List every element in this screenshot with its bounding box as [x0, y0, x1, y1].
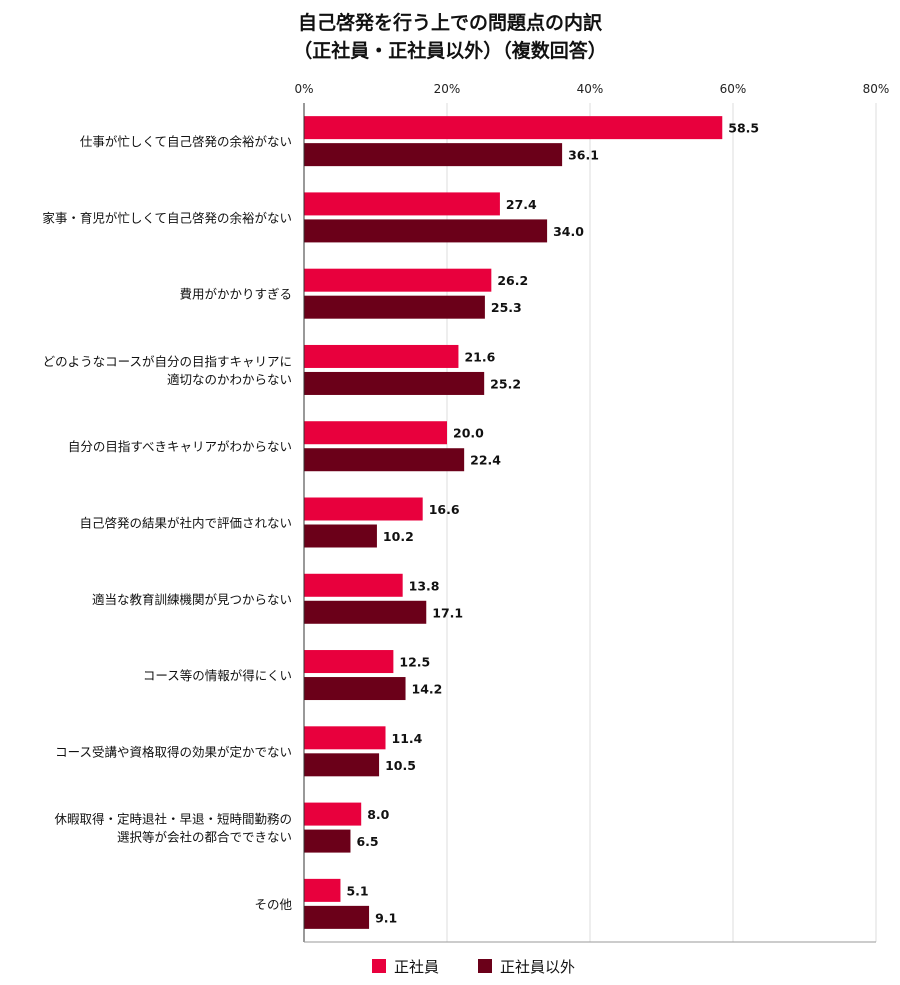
data-label: 11.4: [392, 731, 423, 746]
category-label: 費用がかかりすぎる: [179, 287, 292, 302]
bar-seishain-igai: [304, 524, 377, 548]
bar-seishain-igai: [304, 677, 406, 701]
category-label: その他: [254, 897, 292, 912]
category-label: 適切なのかわからない: [167, 372, 292, 387]
chart-subtitle: （正社員・正社員以外）（複数回答）: [293, 40, 607, 62]
bar-seishain-igai: [304, 295, 485, 319]
bar-seishain: [304, 116, 723, 140]
bar-seishain-igai: [304, 219, 548, 243]
data-label: 25.3: [491, 300, 522, 315]
x-tick-label: 40%: [577, 82, 604, 96]
data-label: 27.4: [506, 197, 537, 212]
bar-seishain-igai: [304, 829, 351, 853]
category-label: 自己啓発の結果が社内で評価されない: [79, 516, 292, 531]
bar-seishain: [304, 878, 341, 902]
bar-seishain: [304, 192, 500, 216]
bar-seishain: [304, 726, 386, 750]
data-label: 10.2: [383, 529, 414, 544]
data-label: 20.0: [453, 426, 484, 441]
data-label: 21.6: [464, 349, 495, 364]
data-label: 8.0: [367, 807, 389, 822]
data-label: 10.5: [385, 758, 416, 773]
category-label: 休暇取得・定時退社・早退・短時間勤務の: [54, 812, 292, 827]
data-label: 6.5: [356, 834, 378, 849]
legend-label: 正社員以外: [500, 958, 575, 976]
bar-seishain-igai: [304, 753, 380, 777]
bar-seishain-igai: [304, 448, 465, 472]
data-label: 36.1: [568, 148, 599, 163]
bar-seishain-igai: [304, 143, 563, 167]
category-label: 家事・育児が忙しくて自己啓発の余裕がない: [42, 210, 292, 225]
bar-seishain: [304, 802, 362, 826]
category-label: コース受講や資格取得の効果が定かでない: [55, 744, 292, 759]
x-tick-label: 60%: [720, 82, 747, 96]
legend-swatch: [372, 959, 386, 973]
bar-seishain: [304, 344, 459, 368]
bar-seishain: [304, 497, 423, 521]
category-label: 適当な教育訓練機関が見つからない: [92, 592, 292, 607]
data-label: 16.6: [429, 502, 460, 517]
data-label: 12.5: [399, 655, 430, 670]
data-label: 5.1: [346, 883, 368, 898]
data-label: 13.8: [409, 578, 440, 593]
category-label: 選択等が会社の都合でできない: [117, 830, 292, 845]
data-label: 9.1: [375, 910, 397, 925]
data-label: 58.5: [728, 121, 759, 136]
x-tick-label: 80%: [863, 82, 890, 96]
legend-swatch: [478, 959, 492, 973]
bar-seishain: [304, 421, 447, 445]
x-tick-label: 0%: [294, 82, 313, 96]
chart-title: 自己啓発を行う上での問題点の内訳: [297, 12, 602, 34]
data-label: 26.2: [497, 273, 528, 288]
bar-seishain-igai: [304, 600, 427, 624]
data-label: 14.2: [412, 682, 443, 697]
bar-seishain-igai: [304, 905, 370, 929]
data-label: 34.0: [553, 224, 584, 239]
bar-seishain: [304, 650, 394, 674]
bar-seishain: [304, 573, 403, 597]
x-tick-label: 20%: [434, 82, 461, 96]
data-label: 22.4: [470, 453, 501, 468]
data-label: 25.2: [490, 376, 521, 391]
bar-seishain: [304, 268, 492, 292]
category-label: 自分の目指すべきキャリアがわからない: [68, 439, 292, 454]
category-label: 仕事が忙しくて自己啓発の余裕がない: [80, 134, 292, 149]
legend-label: 正社員: [394, 958, 439, 976]
bar-seishain-igai: [304, 371, 485, 395]
category-label: コース等の情報が得にくい: [143, 668, 292, 683]
data-label: 17.1: [432, 605, 463, 620]
category-label: どのようなコースが自分の目指すキャリアに: [43, 354, 292, 369]
